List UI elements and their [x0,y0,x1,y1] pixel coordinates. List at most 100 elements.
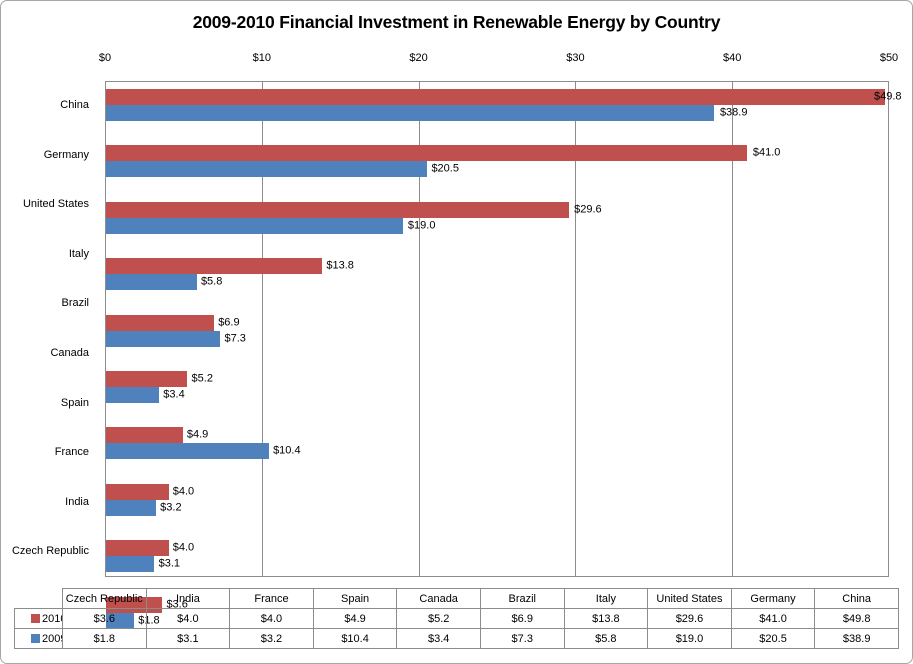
bar-2010-china [106,89,885,105]
plot-area: $49.8 $38.9 $41.0 $20.5 $29.6 $19.0 $13.8 $5.8 $… [105,81,902,629]
category-label-france: France [54,446,89,459]
bar-group-2010-brazil: $6.9 [106,314,888,331]
table-value-2009-china: $38.9 [814,628,899,649]
table-corner-cell [14,588,63,609]
bar-group-2010-france: $4.0 [106,483,888,500]
category-label-germany: Germany [43,148,89,161]
table-value-2010-china: $49.8 [814,608,899,629]
category-row-united-states: $29.6 $19.0 [106,201,888,251]
bar-2009-canada [106,386,160,403]
bar-value-label-2009-france: $3.2 [160,501,182,514]
grid-line [262,82,264,576]
legend-label-2010: 2010 [42,612,62,625]
bar-2009-france [106,499,157,516]
table-year-cell-2010: 2010 [14,608,63,629]
bar-value-label-2010-italy: $13.8 [326,259,354,272]
bar-value-label-2009-canada: $3.4 [163,388,185,401]
bar-2010-canada [106,370,188,387]
bar-2009-germany [106,161,427,178]
bar-2009-china [106,105,715,121]
bar-group-2009-united-states: $19.0 [106,217,888,234]
category-row-italy: $13.8 $5.8 [106,258,888,307]
table-header-spain: Spain [312,588,398,609]
bar-2010-brazil [106,314,214,331]
table-value-2010-spain: $4.9 [312,608,398,629]
table-header-row: Czech Republic India France Spain Canada Braz… [14,588,899,609]
grid-line [575,82,577,576]
category-row-spain: $4.9 $10.4 [106,427,888,476]
bar-value-label-2010-germany: $41.0 [752,146,781,159]
table-header-brazil: Brazil [479,588,565,609]
table-value-2009-germany: $20.5 [730,628,816,649]
bar-2010-united-states [106,201,569,218]
bar-group-2009-germany: $20.5 [106,161,888,178]
category-row-china: $49.8 $38.9 [106,89,902,138]
bar-group-2009-canada: $3.4 [106,386,888,403]
bar-group-2010-canada: $5.2 [106,370,888,387]
bar-2009-india [106,556,155,573]
bar-value-label-2010-united-states: $29.6 [574,203,602,216]
bar-value-label-2009-united-states: $19.0 [407,219,436,232]
table-row-2010: 2010$3.6$4.0$4.0$4.9$5.2$6.9$13.8$29.6$4… [14,608,899,629]
table-year-cell-2009: 2009 [14,628,63,649]
category-label-brazil: Brazil [61,297,89,310]
table-header-germany: Germany [730,588,816,609]
bar-group-2010-india: $4.0 [106,540,888,557]
bar-group-2009-china: $38.9 [106,105,888,121]
bar-value-label-2010-france: $4.0 [172,485,195,498]
table-header-czech-republic: Czech Republic [62,588,147,609]
table-value-2010-italy: $13.8 [563,608,649,629]
chart-title: 2009-2010 Financial Investment in Renewa… [192,12,721,32]
bar-group-2009-brazil: $7.3 [106,330,888,347]
legend-swatch-2010 [31,614,40,623]
bar-group-2010-germany: $41.0 [106,145,888,162]
table-value-2009-brazil: $7.3 [479,628,565,649]
bar-2010-india [106,540,169,557]
bar-2009-spain [106,443,269,460]
table-value-2009-italy: $5.8 [563,628,649,649]
bar-2010-france [106,483,169,500]
category-row-canada: $5.2 $3.4 [106,370,888,420]
table-header-united-states: United States [647,588,732,609]
table-value-2010-germany: $41.0 [730,608,816,629]
bar-2009-brazil [106,330,221,347]
bar-group-2009-italy: $5.8 [106,274,888,291]
bar-value-label-2009-brazil: $7.3 [224,332,246,345]
bar-group-2010-china: $49.8 [106,89,902,105]
table-header-canada: Canada [396,588,481,609]
x-tick-label--40: $40 [723,52,742,64]
table-value-2010-czech-republic: $3.6 [62,608,147,629]
grid-line [418,82,420,576]
category-label-spain: Spain [60,396,89,409]
category-label-czech-republic: Czech Republic [11,545,89,558]
category-row-india: $4.0 $3.1 [106,540,888,589]
table-header-china: China [814,588,899,609]
table-value-2010-france: $4.0 [229,608,314,629]
x-tick-label--30: $30 [566,52,585,64]
x-tick-label--0: $0 [98,52,112,64]
bar-value-label-2010-brazil: $6.9 [218,316,240,329]
table-row-2009: 2009$1.8$3.1$3.2$10.4$3.4$7.3$5.8$19.0$2… [14,628,899,649]
bar-value-label-2010-spain: $4.9 [186,428,209,441]
category-label-italy: Italy [68,247,89,260]
x-axis: $0 $10 $20 $30 $40 $50 [99,52,898,66]
gridlines-layer [106,82,888,576]
table-value-2009-canada: $3.4 [396,628,481,649]
bar-group-2009-france: $3.2 [106,499,888,516]
bar-value-label-2009-spain: $10.4 [273,444,301,457]
legend-label-2009: 2009 [42,632,62,645]
table-value-2009-spain: $10.4 [312,628,398,649]
x-tick-label--50: $50 [879,52,899,64]
table-header-france: France [229,588,314,609]
table-header-india: India [145,588,231,609]
bar-value-label-2009-italy: $5.8 [200,275,223,288]
data-table: Czech Republic India France Spain Canada Braz… [14,588,899,649]
bar-value-label-2009-india: $3.1 [158,557,181,570]
x-tick-label--20: $20 [409,52,428,64]
bar-group-2010-united-states: $29.6 [106,201,888,218]
table-value-2009-france: $3.2 [229,628,314,649]
bar-2009-italy [106,274,197,291]
bar-2009-united-states [106,217,404,234]
category-row-germany: $41.0 $20.5 [106,145,888,194]
